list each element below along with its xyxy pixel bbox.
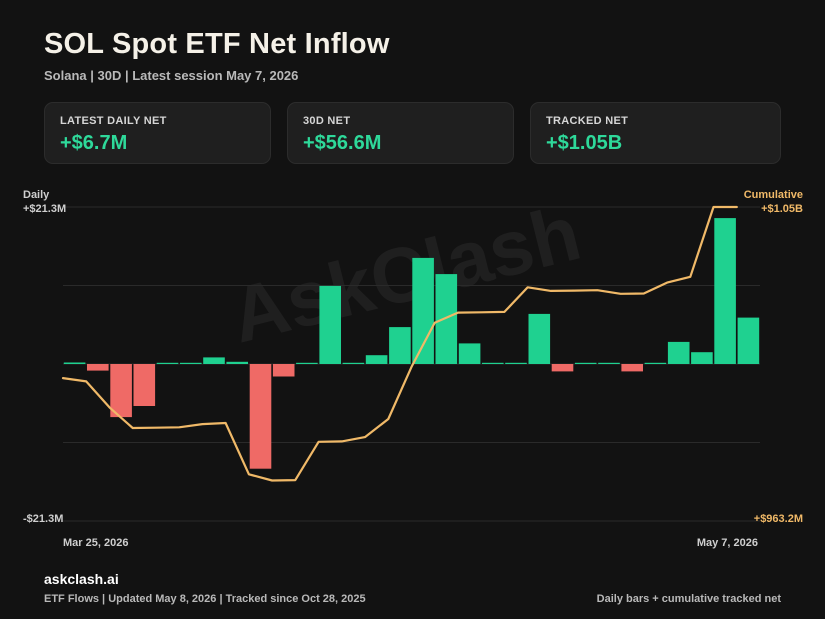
page-subtitle: Solana | 30D | Latest session May 7, 202…: [44, 68, 299, 83]
daily-bar: [737, 317, 760, 364]
stat-card-value: +$56.6M: [303, 132, 382, 154]
left-axis-title: Daily: [23, 189, 50, 201]
daily-bar: [203, 357, 225, 364]
daily-bar: [598, 362, 620, 364]
daily-bar: [249, 364, 272, 469]
daily-bar: [458, 343, 481, 364]
right-axis-bottom-label: +$963.2M: [754, 513, 803, 525]
footer-meta: ETF Flows | Updated May 8, 2026 | Tracke…: [44, 593, 366, 605]
daily-bar: [110, 364, 132, 418]
daily-bar: [482, 362, 504, 364]
stat-card-tracked-net: TRACKED NET +$1.05B: [530, 102, 781, 164]
chart-grid: [63, 206, 760, 522]
daily-bar: [272, 364, 295, 377]
daily-bar: [644, 362, 667, 364]
daily-bar: [180, 362, 202, 364]
x-end-label: May 7, 2026: [697, 537, 758, 549]
daily-bar: [621, 364, 643, 372]
daily-bar: [412, 257, 434, 364]
footer-note: Daily bars + cumulative tracked net: [596, 593, 781, 605]
stat-card-value: +$6.7M: [60, 132, 128, 154]
daily-bar: [133, 364, 156, 406]
daily-bar: [714, 218, 736, 364]
right-axis-title: Cumulative: [744, 189, 803, 201]
daily-bar: [87, 364, 109, 371]
daily-bar: [296, 362, 318, 364]
daily-bar: [63, 362, 86, 364]
x-start-label: Mar 25, 2026: [63, 537, 128, 549]
daily-bar: [574, 362, 597, 364]
stat-card-latest-daily: LATEST DAILY NET +$6.7M: [44, 102, 271, 164]
stat-card-30d-net: 30D NET +$56.6M: [287, 102, 514, 164]
stat-card-label: 30D NET: [303, 115, 351, 127]
page-title: SOL Spot ETF Net Inflow: [44, 28, 390, 60]
daily-bar: [528, 313, 551, 364]
left-axis-bottom-label: -$21.3M: [23, 513, 63, 525]
stat-card-value: +$1.05B: [546, 132, 623, 154]
right-axis-top-label: +$1.05B: [761, 203, 803, 215]
daily-bar: [389, 327, 411, 364]
daily-bar: [156, 362, 179, 364]
cumulative-line: [61, 205, 738, 482]
footer-brand: askclash.ai: [44, 571, 119, 587]
stat-card-label: TRACKED NET: [546, 115, 629, 127]
left-axis-top-label: +$21.3M: [23, 203, 66, 215]
daily-bar: [226, 361, 248, 364]
daily-bar: [551, 364, 574, 372]
daily-bars: [63, 218, 760, 469]
daily-bar: [505, 362, 527, 364]
daily-bar: [435, 274, 458, 364]
daily-bar: [691, 352, 713, 364]
daily-bar: [342, 362, 365, 364]
daily-bar: [365, 355, 388, 364]
daily-bar: [667, 341, 690, 364]
stat-card-label: LATEST DAILY NET: [60, 115, 167, 127]
daily-bar: [319, 285, 341, 364]
